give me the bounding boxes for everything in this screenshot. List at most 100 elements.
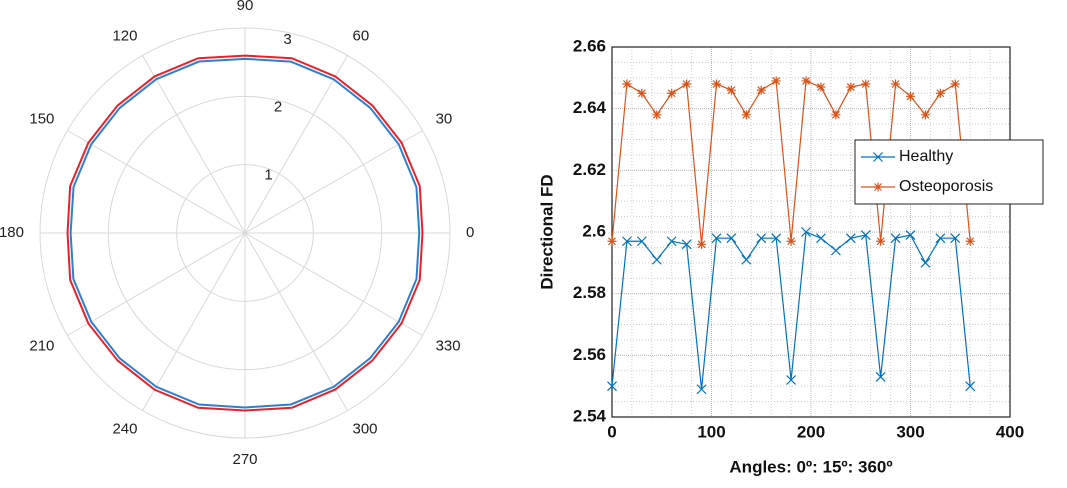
marker [816,233,826,244]
marker [681,239,692,250]
theta-tick-label: 150 [29,110,54,127]
marker-stroke [622,236,632,247]
y-tick-label: 2.6 [582,221,606,240]
theta-tick-label: 120 [112,27,137,44]
marker [651,254,662,265]
marker-stroke [845,233,856,244]
r-tick-label: 3 [283,31,291,48]
marker [741,110,751,120]
marker [861,79,871,89]
marker [786,375,797,385]
marker-stroke [816,233,826,244]
marker-stroke [873,152,883,162]
marker [816,82,826,92]
marker [726,85,736,95]
marker-stroke [652,110,662,120]
marker-stroke [950,79,960,89]
marker-stroke [891,79,901,89]
theta-tick-label: 30 [436,110,453,127]
marker-stroke [636,236,647,247]
marker-stroke [667,88,677,98]
marker-stroke [875,371,886,382]
marker [876,236,886,246]
marker-stroke [756,233,767,244]
x-tick-label: 100 [697,422,725,441]
marker [875,371,886,382]
theta-tick-label: 210 [29,337,54,354]
marker-stroke [651,254,662,265]
marker-stroke [905,230,916,241]
marker [667,88,677,98]
marker [697,239,707,249]
marker-stroke [801,227,811,237]
marker-stroke [666,236,677,247]
ring [39,27,451,439]
theta-tick-label: 270 [232,451,257,468]
marker-stroke [935,88,945,98]
marker-stroke [726,233,737,244]
x-tick-label: 400 [996,422,1024,441]
polar-line [69,57,421,409]
marker [891,79,901,89]
spoke [244,55,348,234]
marker [607,236,617,246]
marker-stroke [607,381,617,392]
marker [682,79,692,89]
marker [906,91,915,101]
marker-stroke [860,230,871,241]
marker [636,236,647,247]
marker [950,79,960,89]
marker-stroke [607,236,617,246]
spoke [142,55,246,234]
y-tick-label: 2.58 [573,283,606,302]
spoke [67,130,246,234]
marker [756,233,767,244]
marker [920,110,930,120]
theta-tick-label: 0 [466,224,474,241]
marker [845,233,856,244]
spoke [142,232,246,411]
marker-stroke [890,233,901,244]
marker-stroke [965,381,976,392]
marker-stroke [801,76,811,86]
marker [950,233,961,244]
plot-frame [611,46,1011,418]
spoke [244,232,423,336]
marker [890,233,901,244]
legend-box [854,139,1044,205]
theta-tick-label: 300 [353,421,378,438]
theta-tick-label: 90 [237,0,254,14]
marker [935,233,946,244]
ring [107,95,383,371]
theta-tick-label: 60 [353,27,370,44]
polar-line [66,54,424,412]
marker-stroke [682,79,692,89]
marker-stroke [816,82,826,92]
legend-marker [873,182,883,192]
marker-stroke [681,239,692,250]
marker [771,233,782,244]
marker [741,254,752,265]
y-tick-label: 2.66 [573,36,606,55]
marker [711,79,721,89]
marker [771,76,781,86]
legend-marker [873,152,883,162]
marker-stroke [830,245,841,256]
marker [726,233,737,244]
legend-label: Healthy [899,148,953,165]
marker-stroke [920,257,931,268]
marker-stroke [786,375,797,385]
marker-stroke [876,236,886,246]
marker-stroke [873,182,883,192]
marker-stroke [935,233,946,244]
theta-tick-label: 240 [112,421,137,438]
marker [711,233,722,244]
marker [666,236,677,247]
marker-stroke [637,88,647,98]
y-tick-label: 2.54 [573,406,607,425]
marker [652,110,662,120]
marker-stroke [771,233,782,244]
marker [801,76,811,86]
marker [801,227,811,237]
